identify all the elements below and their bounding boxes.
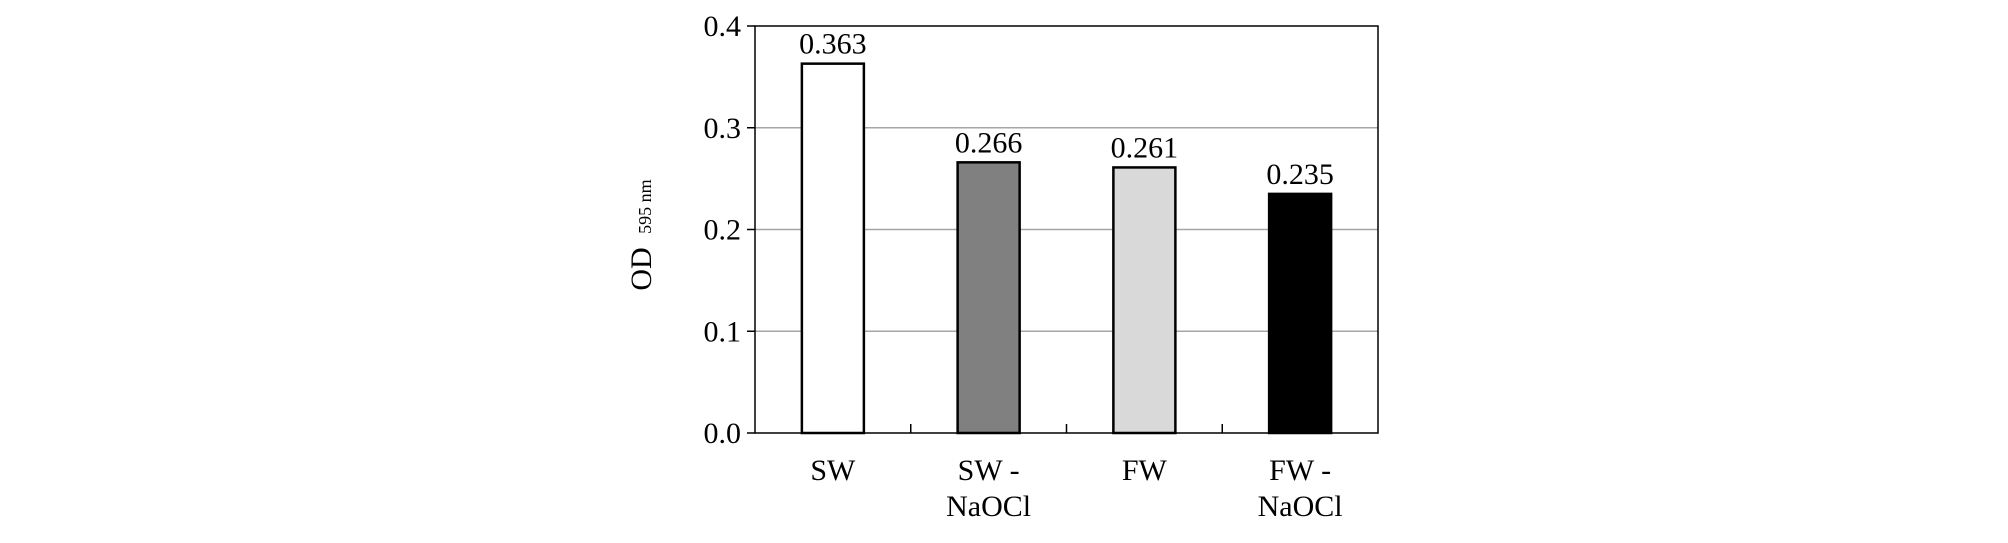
bar [1267, 192, 1333, 435]
y-tick-label: 0.1 [704, 315, 742, 348]
bar-value-label: 0.261 [1111, 131, 1179, 164]
y-tick-label: 0.2 [704, 214, 742, 247]
x-category-line: NaOCl [1258, 490, 1343, 523]
bars [800, 62, 1333, 435]
x-category-line: FW [1122, 454, 1168, 487]
x-category-line: NaOCl [946, 490, 1031, 523]
axes [747, 25, 1379, 434]
x-category-line: SW [810, 454, 856, 487]
y-axis-title-subscript: 595 nm [635, 179, 655, 234]
bar-value-label: 0.266 [955, 126, 1023, 159]
y-tick-label: 0.0 [704, 417, 742, 450]
bar [956, 161, 1021, 435]
x-category-line: SW - [958, 454, 1020, 487]
bar [1112, 166, 1177, 435]
y-tick-label: 0.4 [704, 10, 742, 43]
x-category-label: FW -NaOCl [1258, 454, 1343, 523]
y-tick-label: 0.3 [704, 112, 742, 145]
x-category-line: FW - [1269, 454, 1331, 487]
bar [800, 62, 866, 435]
bar-value-label: 0.363 [799, 28, 867, 61]
bar-value-label: 0.235 [1266, 158, 1334, 191]
x-category-label: SW -NaOCl [946, 454, 1031, 523]
x-category-label: SW [810, 454, 856, 487]
y-axis-title-main: OD [625, 247, 658, 290]
y-axis-title: OD 595 nm [625, 179, 658, 290]
x-category-label: FW [1122, 454, 1168, 487]
